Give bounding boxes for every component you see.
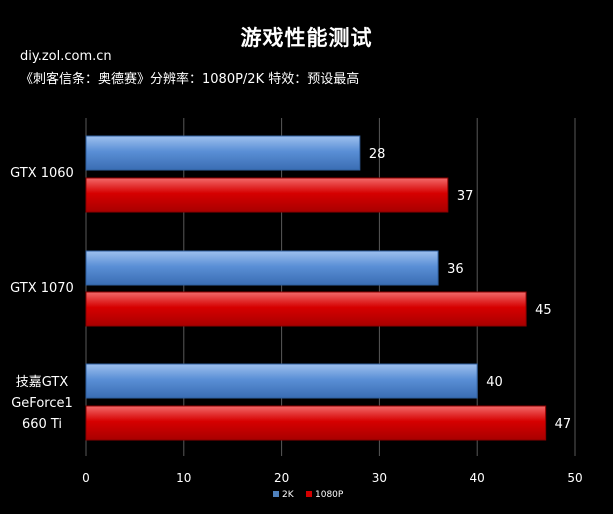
chart-title: 游戏性能测试 [240,26,373,50]
data-label-2k-0: 28 [369,147,386,162]
x-tick-label-1: 10 [176,471,191,485]
bar-2k-0 [85,135,361,171]
data-label-1080p-0: 37 [457,189,474,204]
bar-1080p-1 [85,291,527,327]
legend-swatch-2k [273,491,279,497]
source-label: diy.zol.com.cn [20,49,112,64]
x-tick-label-0: 0 [82,471,90,485]
category-label-2-2: 660 Ti [22,417,62,432]
data-label-1080p-2: 47 [555,417,572,432]
category-label-2-1: GeForce1 [11,396,73,411]
legend-label-1080p: 1080P [315,490,344,500]
data-label-2k-2: 40 [486,375,503,390]
legend-label-2k: 2K [282,490,295,500]
category-label-1-0: GTX 1070 [10,281,74,296]
bar-2k-2 [85,363,478,399]
settings-label: 《刺客信条：奥德赛》分辨率：1080P/2K 特效：预设最高 [20,72,360,87]
bars [85,135,547,441]
x-tick-label-5: 50 [567,471,582,485]
category-labels: GTX 1060 GTX 1070 技嘉GTX GeForce1 660 Ti [10,166,74,432]
category-label-2-0: 技嘉GTX [16,375,69,390]
grid-lines [85,118,576,456]
x-tick-label-4: 40 [470,471,485,485]
legend: 2K 1080P [273,490,344,500]
x-tick-label-3: 30 [372,471,387,485]
bar-1080p-2 [85,405,547,441]
legend-swatch-1080p [306,491,312,497]
bar-2k-1 [85,250,439,286]
data-labels: 28 37 36 45 40 47 [369,147,571,432]
data-label-2k-1: 36 [447,262,464,277]
bar-1080p-0 [85,177,449,213]
x-tick-label-2: 20 [274,471,289,485]
category-label-0-0: GTX 1060 [10,166,74,181]
data-label-1080p-1: 45 [535,303,552,318]
x-tick-labels: 0 10 20 30 40 50 [82,471,582,485]
